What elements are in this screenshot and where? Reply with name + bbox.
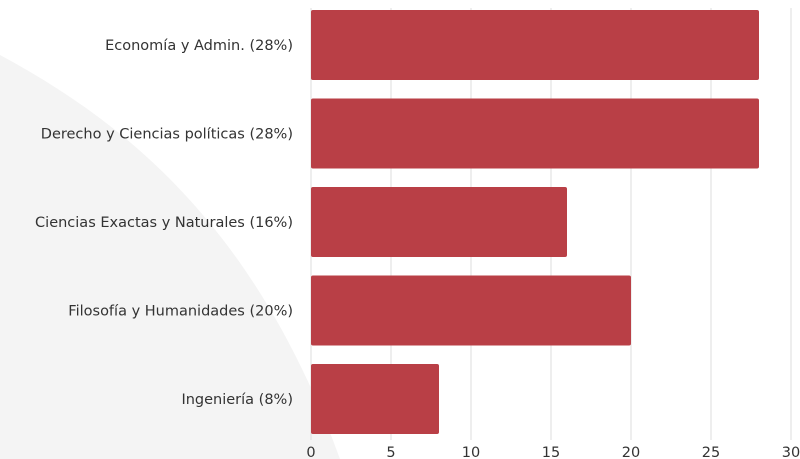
x-tick-label-0: 0: [306, 445, 315, 459]
bar-2[interactable]: [311, 187, 567, 257]
category-label-4: Ingeniería (8%): [181, 392, 293, 408]
x-axis-tick-labels: 0 5 10 15 20 25 30: [306, 445, 800, 459]
x-tick-label-5: 25: [702, 445, 720, 459]
x-tick-label-2: 10: [462, 445, 480, 459]
bar-1[interactable]: [311, 98, 759, 169]
category-label-0: Economía y Admin. (28%): [105, 38, 293, 54]
category-label-2: Ciencias Exactas y Naturales (16%): [35, 215, 293, 231]
bars: [311, 10, 759, 434]
x-tick-label-3: 15: [542, 445, 560, 459]
category-labels: Economía y Admin. (28%) Derecho y Ciencia…: [35, 38, 293, 408]
bar-0[interactable]: [311, 10, 759, 80]
x-tick-label-1: 5: [386, 445, 395, 459]
x-tick-label-6: 30: [782, 445, 800, 459]
bar-4[interactable]: [311, 364, 439, 434]
category-label-3: Filosofía y Humanidades (20%): [68, 304, 293, 320]
bar-3[interactable]: [311, 275, 631, 346]
category-label-1: Derecho y Ciencias políticas (28%): [41, 127, 293, 143]
x-tick-label-4: 20: [622, 445, 640, 459]
